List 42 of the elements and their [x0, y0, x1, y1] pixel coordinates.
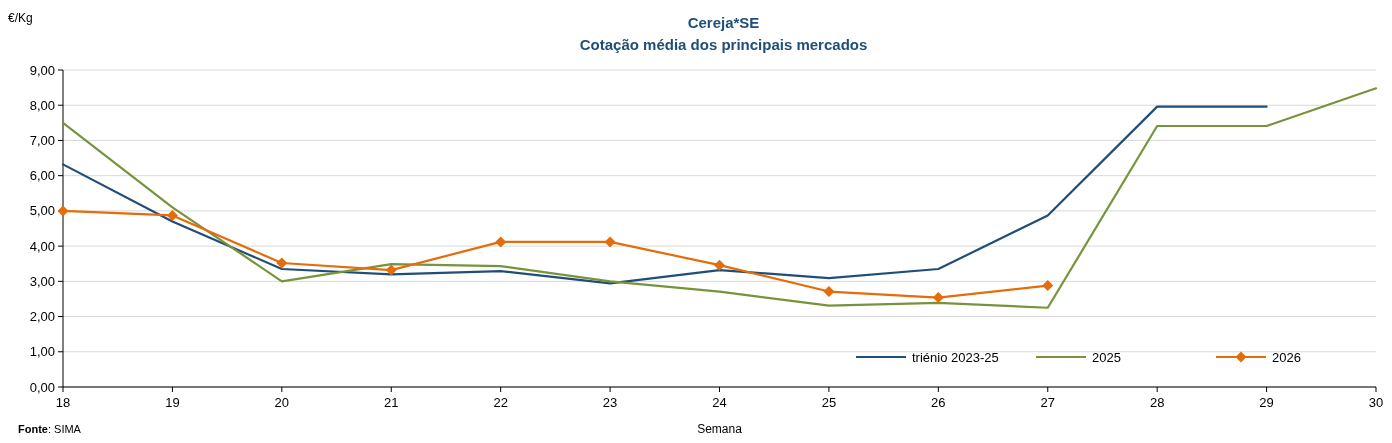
- x-tick-label: 20: [274, 395, 290, 410]
- y-tick-label: 9,00: [29, 62, 55, 78]
- x-tick-label: 23: [602, 395, 618, 410]
- point: [714, 259, 725, 271]
- x-tick-label: 30: [1368, 395, 1384, 410]
- point: [276, 257, 288, 269]
- x-tick-label: 24: [712, 395, 727, 410]
- y-tick-label: 3,00: [29, 273, 55, 289]
- y-tick-label: 2,00: [29, 309, 55, 325]
- y-tick-label: 4,00: [29, 238, 55, 254]
- point: [385, 264, 397, 276]
- point: [1042, 280, 1054, 292]
- x-tick-label: 25: [821, 395, 837, 410]
- x-tick-label: 21: [384, 395, 399, 410]
- y-axis-title: €/Kg: [8, 11, 33, 25]
- y-tick-label: 8,00: [29, 97, 55, 113]
- y-tick-label: 5,00: [29, 203, 55, 219]
- y-tick-label: 6,00: [29, 168, 55, 184]
- legend-label: 2025: [1092, 349, 1121, 365]
- point: [604, 236, 616, 248]
- legend-label: triénio 2023-25: [912, 349, 999, 365]
- point: [166, 209, 178, 221]
- line-series: [61, 87, 1378, 309]
- point: [823, 286, 835, 298]
- chart-subtitle: Cotação média dos principais mercados: [579, 36, 868, 53]
- y-tick-label: 1,00: [29, 344, 55, 360]
- x-tick-label: 29: [1259, 395, 1274, 410]
- x-tick-label: 22: [493, 395, 508, 410]
- x-tick-label: 27: [1040, 395, 1055, 410]
- source-note: Fonte: SIMA: [18, 423, 82, 435]
- legend-label: 2026: [1272, 349, 1301, 365]
- x-tick-label: 26: [931, 395, 946, 410]
- x-axis-title: Semana: [697, 422, 743, 436]
- chart-title: Cereja*SE: [687, 14, 760, 31]
- line-series: [61, 105, 1268, 285]
- y-tick-label: 7,00: [29, 132, 55, 148]
- x-tick-label: 19: [165, 395, 180, 410]
- x-tick-label: 28: [1149, 395, 1165, 410]
- point: [932, 292, 944, 304]
- y-tick-label: 0,00: [29, 379, 55, 395]
- x-tick-label: 18: [55, 395, 71, 410]
- point: [57, 205, 69, 217]
